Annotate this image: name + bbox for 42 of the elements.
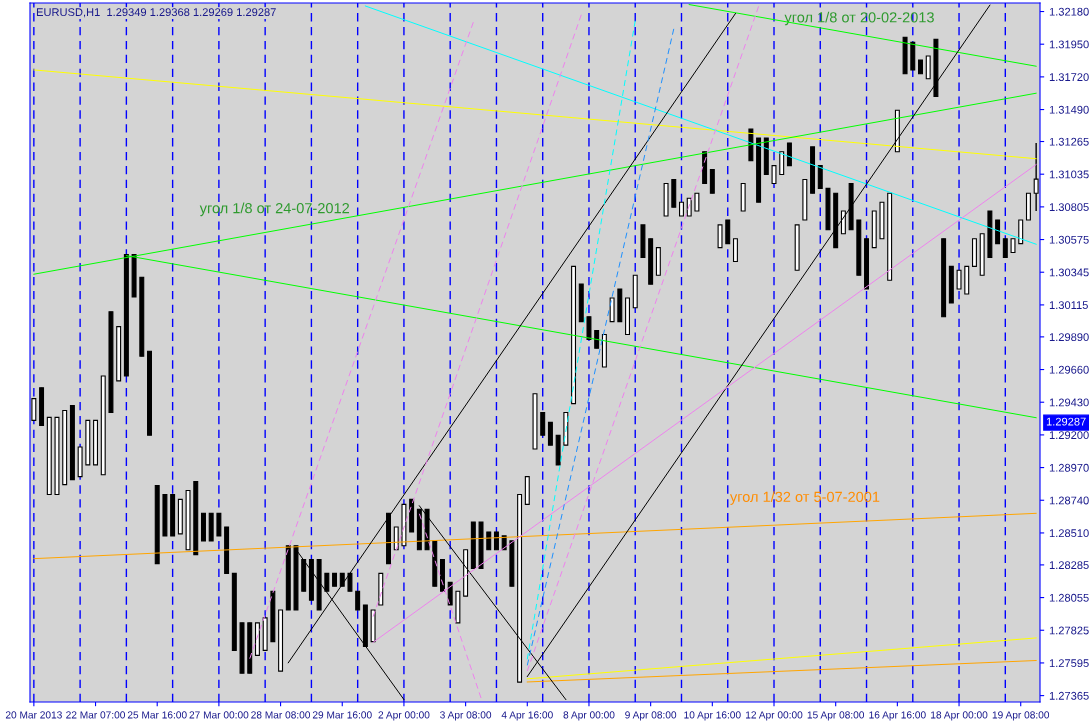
x-tick-label: 2 Apr 00:00 (378, 711, 430, 721)
x-tick-label: 19 Apr 08:00 (992, 711, 1050, 721)
x-tick-label: 16 Apr 16:00 (869, 711, 926, 721)
x-tick-label: 15 Apr 08:00 (807, 711, 865, 721)
y-tick-label: 1.28970 (1049, 463, 1089, 472)
x-tick-label: 25 Mar 16:00 (127, 711, 187, 719)
y-tick-label: 1.31035 (1049, 170, 1089, 179)
y-tick-label: 1.27825 (1049, 626, 1089, 635)
y-tick-label: 1.31265 (1049, 137, 1089, 146)
y-tick-label: 1.30115 (1049, 301, 1088, 310)
x-tick-label: 27 Mar 00:00 (189, 711, 249, 719)
y-tick-label: 1.28055 (1049, 593, 1089, 602)
y-tick-label: 1.31720 (1049, 73, 1089, 82)
x-tick-label: 18 Apr 00:00 (931, 711, 988, 721)
text: 1.29287 (1046, 417, 1086, 426)
y-tick-label: 1.31490 (1049, 105, 1089, 114)
x-tick-label: 29 Mar 16:00 (312, 711, 372, 719)
y-tick-label: 1.29660 (1049, 365, 1089, 374)
x-tick-label: 10 Apr 16:00 (684, 711, 741, 721)
x-tick-label: 4 Apr 16:00 (501, 711, 553, 721)
y-tick-label: 1.30805 (1049, 203, 1089, 212)
y-tick-label: 1.27595 (1049, 659, 1089, 668)
x-tick-label: 8 Apr 00:00 (563, 711, 615, 721)
x-tick-label: 22 Mar 07:00 (66, 711, 126, 719)
x-tick-label: 28 Mar 08:00 (251, 711, 311, 719)
y-tick-label: 1.29890 (1049, 333, 1089, 342)
y-tick-label: 1.30575 (1049, 235, 1089, 244)
x-tick-label: 12 Apr 00:00 (746, 711, 803, 721)
chart-title: EURUSD,H1 1.29349 1.29368 1.29269 1.29287 (36, 8, 276, 18)
x-tick-label: 3 Apr 08:00 (440, 711, 492, 721)
y-tick-label: 1.28510 (1049, 529, 1089, 538)
x-tick-label: 20 Mar 2013 (5, 711, 62, 719)
y-tick-label: 1.32180 (1049, 7, 1089, 16)
y-tick-label: 1.28285 (1049, 561, 1089, 570)
annotation: угол 1/32 от 5-07-2001 (729, 491, 880, 505)
x-tick-label: 9 Apr 08:00 (625, 711, 677, 721)
y-tick-label: 1.29200 (1049, 431, 1089, 440)
y-tick-label: 1.28740 (1049, 496, 1089, 505)
y-tick-label: 1.27365 (1049, 691, 1089, 700)
y-tick-label: 1.29430 (1049, 398, 1089, 407)
y-tick-label: 1.31950 (1049, 40, 1089, 49)
y-tick-label: 1.30345 (1049, 268, 1089, 277)
